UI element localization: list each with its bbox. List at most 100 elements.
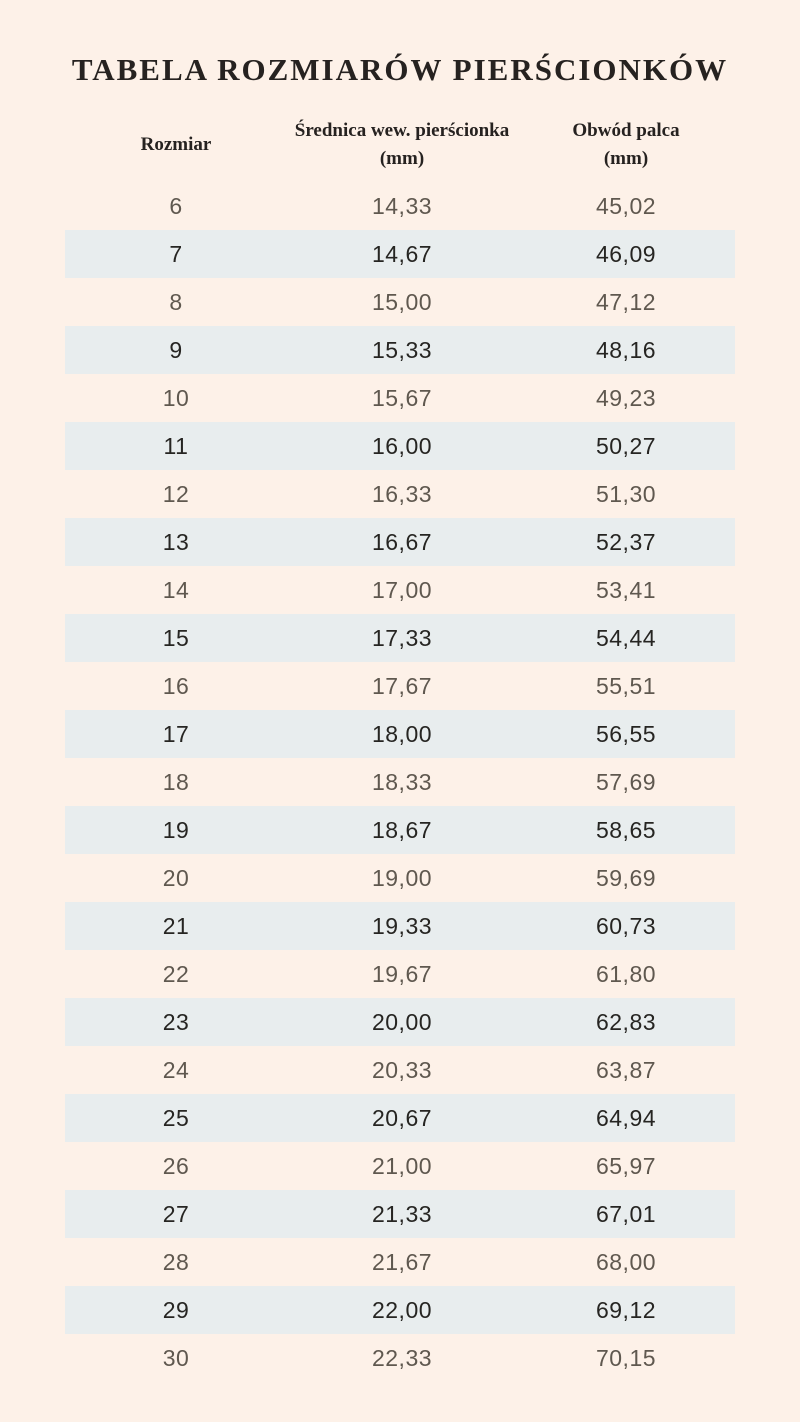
table-row: 11 16,00 50,27 xyxy=(65,422,735,470)
cell-finger-circumference: 49,23 xyxy=(595,384,657,411)
column-unit: (mm) xyxy=(379,148,425,169)
cell-size: 7 xyxy=(169,240,183,267)
cell-finger-circumference: 48,16 xyxy=(595,336,657,363)
size-table: Rozmiar Średnica wew. pierścionka (mm) O… xyxy=(65,112,735,1382)
cell-finger-circumference: 57,69 xyxy=(595,768,657,795)
table-row: 14 17,00 53,41 xyxy=(65,566,735,614)
cell-size: 21 xyxy=(162,912,190,939)
cell-inner-diameter: 18,67 xyxy=(371,816,433,843)
cell-inner-diameter: 14,67 xyxy=(371,240,433,267)
cell-inner-diameter: 18,33 xyxy=(371,768,433,795)
cell-inner-diameter: 22,00 xyxy=(371,1296,433,1323)
table-row: 23 20,00 62,83 xyxy=(65,998,735,1046)
cell-inner-diameter: 19,67 xyxy=(371,960,433,987)
table-row: 13 16,67 52,37 xyxy=(65,518,735,566)
page-title: TABELA ROZMIARÓW PIERŚCIONKÓW xyxy=(71,52,729,87)
cell-finger-circumference: 46,09 xyxy=(595,240,657,267)
cell-finger-circumference: 55,51 xyxy=(595,672,657,699)
cell-size: 12 xyxy=(162,480,190,507)
cell-finger-circumference: 69,12 xyxy=(595,1296,657,1323)
cell-finger-circumference: 64,94 xyxy=(595,1104,657,1131)
cell-inner-diameter: 17,67 xyxy=(371,672,433,699)
table-row: 16 17,67 55,51 xyxy=(65,662,735,710)
cell-finger-circumference: 65,97 xyxy=(595,1152,657,1179)
cell-finger-circumference: 53,41 xyxy=(595,576,657,603)
cell-size: 23 xyxy=(162,1008,190,1035)
cell-inner-diameter: 20,33 xyxy=(371,1056,433,1083)
cell-size: 19 xyxy=(162,816,190,843)
cell-finger-circumference: 63,87 xyxy=(595,1056,657,1083)
cell-inner-diameter: 21,33 xyxy=(371,1200,433,1227)
cell-inner-diameter: 16,33 xyxy=(371,480,433,507)
cell-finger-circumference: 70,15 xyxy=(595,1344,657,1371)
cell-size: 26 xyxy=(162,1152,190,1179)
cell-inner-diameter: 16,00 xyxy=(371,432,433,459)
cell-inner-diameter: 14,33 xyxy=(371,192,433,219)
column-header-size: Rozmiar xyxy=(65,131,287,159)
cell-inner-diameter: 15,00 xyxy=(371,288,433,315)
cell-finger-circumference: 47,12 xyxy=(595,288,657,315)
cell-size: 13 xyxy=(162,528,190,555)
table-header: Rozmiar Średnica wew. pierścionka (mm) O… xyxy=(65,112,735,182)
cell-inner-diameter: 21,00 xyxy=(371,1152,433,1179)
cell-finger-circumference: 54,44 xyxy=(595,624,657,651)
table-row: 6 14,33 45,02 xyxy=(65,182,735,230)
cell-size: 22 xyxy=(162,960,190,987)
column-header-inner-diameter: Średnica wew. pierścionka (mm) xyxy=(287,117,517,172)
cell-finger-circumference: 61,80 xyxy=(595,960,657,987)
table-row: 29 22,00 69,12 xyxy=(65,1286,735,1334)
cell-size: 14 xyxy=(162,576,190,603)
table-row: 12 16,33 51,30 xyxy=(65,470,735,518)
table-row: 18 18,33 57,69 xyxy=(65,758,735,806)
table-body: 6 14,33 45,02 7 14,67 46,09 8 15,00 47,1… xyxy=(65,182,735,1382)
cell-size: 8 xyxy=(169,288,183,315)
column-title: Obwód palca xyxy=(572,120,680,142)
table-row: 21 19,33 60,73 xyxy=(65,902,735,950)
cell-finger-circumference: 52,37 xyxy=(595,528,657,555)
table-row: 20 19,00 59,69 xyxy=(65,854,735,902)
table-row: 25 20,67 64,94 xyxy=(65,1094,735,1142)
cell-inner-diameter: 20,00 xyxy=(371,1008,433,1035)
cell-inner-diameter: 15,33 xyxy=(371,336,433,363)
table-row: 24 20,33 63,87 xyxy=(65,1046,735,1094)
table-row: 27 21,33 67,01 xyxy=(65,1190,735,1238)
cell-size: 18 xyxy=(162,768,190,795)
cell-size: 28 xyxy=(162,1248,190,1275)
cell-size: 17 xyxy=(162,720,190,747)
column-unit: (mm) xyxy=(603,148,649,169)
cell-inner-diameter: 17,00 xyxy=(371,576,433,603)
cell-size: 11 xyxy=(163,432,189,459)
cell-size: 24 xyxy=(162,1056,190,1083)
cell-size: 27 xyxy=(162,1200,190,1227)
cell-inner-diameter: 19,00 xyxy=(371,864,433,891)
cell-inner-diameter: 18,00 xyxy=(371,720,433,747)
cell-finger-circumference: 60,73 xyxy=(595,912,657,939)
table-row: 8 15,00 47,12 xyxy=(65,278,735,326)
cell-inner-diameter: 15,67 xyxy=(371,384,433,411)
cell-size: 30 xyxy=(162,1344,190,1371)
cell-finger-circumference: 62,83 xyxy=(595,1008,657,1035)
table-row: 7 14,67 46,09 xyxy=(65,230,735,278)
cell-inner-diameter: 20,67 xyxy=(371,1104,433,1131)
table-row: 9 15,33 48,16 xyxy=(65,326,735,374)
table-row: 22 19,67 61,80 xyxy=(65,950,735,998)
cell-finger-circumference: 67,01 xyxy=(595,1200,657,1227)
table-row: 28 21,67 68,00 xyxy=(65,1238,735,1286)
cell-size: 16 xyxy=(162,672,190,699)
cell-size: 10 xyxy=(162,384,190,411)
cell-finger-circumference: 45,02 xyxy=(595,192,657,219)
cell-finger-circumference: 58,65 xyxy=(595,816,657,843)
cell-finger-circumference: 51,30 xyxy=(595,480,657,507)
cell-inner-diameter: 17,33 xyxy=(371,624,433,651)
cell-inner-diameter: 21,67 xyxy=(371,1248,433,1275)
table-row: 15 17,33 54,44 xyxy=(65,614,735,662)
cell-finger-circumference: 56,55 xyxy=(595,720,657,747)
cell-size: 29 xyxy=(162,1296,190,1323)
table-row: 10 15,67 49,23 xyxy=(65,374,735,422)
cell-size: 9 xyxy=(169,336,183,363)
cell-finger-circumference: 59,69 xyxy=(595,864,657,891)
cell-size: 25 xyxy=(162,1104,190,1131)
cell-finger-circumference: 68,00 xyxy=(595,1248,657,1275)
cell-inner-diameter: 22,33 xyxy=(371,1344,433,1371)
table-row: 26 21,00 65,97 xyxy=(65,1142,735,1190)
